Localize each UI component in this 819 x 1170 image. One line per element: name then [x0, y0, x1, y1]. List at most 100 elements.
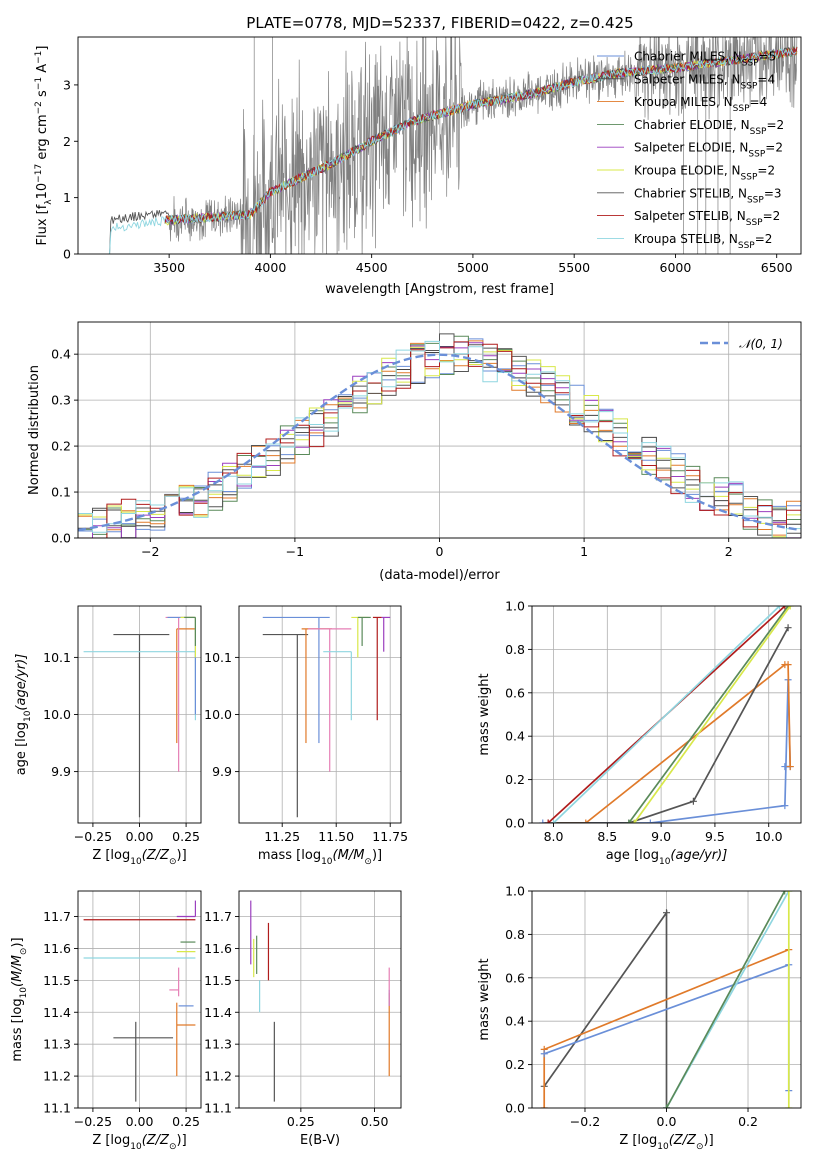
cum_age-point-marker — [775, 606, 783, 610]
cum_Z-point-marker — [540, 1104, 548, 1108]
age_mass-ytick-label: 10.0 — [204, 707, 232, 722]
mass_Z-ytick-label: 11.1 — [43, 1101, 71, 1116]
mass_ebv-ytick-label: 11.1 — [204, 1101, 232, 1116]
cum_age-xtick-label: 9.5 — [705, 829, 725, 844]
spectrum-xtick-label: 5500 — [558, 260, 590, 275]
spectrum-ytick-label: 3 — [63, 77, 71, 92]
age_Z-ytick-label: 10.1 — [43, 650, 71, 665]
spectrum-xtick-label: 4500 — [356, 260, 388, 275]
age-vs-metallicity-panel: −0.25 0.00 0.25 9.9 10.0 10.1 Z [log10(Z/Z⊙)] a… — [14, 605, 202, 867]
residual-xlabel: (data-model)/error — [379, 568, 500, 583]
age_mass-ytick-label: 10.1 — [204, 650, 232, 665]
age_Z-xtick-label: −0.25 — [74, 829, 112, 844]
cum_age-series-line — [548, 627, 789, 823]
cum_Z-point-marker — [540, 1050, 548, 1058]
mass_Z-xtick-label: 0.00 — [126, 1114, 154, 1129]
residuals-xtick-label: 2 — [725, 544, 733, 559]
age_mass-ytick-label: 9.9 — [212, 764, 232, 779]
residuals-xtick-label: 1 — [580, 544, 588, 559]
residual-histogram-panel: −2 −1 0 1 2 0.0 0.1 0.2 0.3 0.4 𝒩(0, 1) (data-model… — [27, 321, 802, 583]
mass_ebv-ytick-label: 11.2 — [204, 1069, 232, 1084]
mass_ebv-xlabel: E(B-V) — [300, 1133, 340, 1148]
spectrum-ytick-label: 2 — [63, 134, 71, 149]
age_Z-marks — [83, 616, 197, 818]
spectrum-xtick-label: 3500 — [153, 260, 185, 275]
cum_age-xtick-label: 8.0 — [544, 829, 564, 844]
cum_age-point-marker — [544, 819, 552, 823]
residuals-marks — [78, 333, 801, 538]
spectrum-marks — [108, 37, 798, 254]
spectrum-xlabel: wavelength [Angstrom, rest frame] — [325, 282, 554, 297]
cum_age-point-marker — [781, 606, 789, 610]
age_Z-ytick-label: 10.0 — [43, 707, 71, 722]
cum_age-ytick-label: 0.2 — [505, 772, 525, 787]
cum_age-series-line — [633, 606, 791, 823]
age_mass-xtick-label: 11.75 — [372, 829, 408, 844]
cum_Z-xlabel: Z [log10(Z/Z⊙)] — [619, 1133, 713, 1152]
spectrum-legend-entry: Salpeter MILES, NSSP=4 — [634, 72, 775, 91]
cum_age-point-marker — [625, 819, 633, 823]
residuals-ytick-label: 0.4 — [51, 347, 71, 362]
spectrum-legend-entry: Kroupa STELIB, NSSP=2 — [634, 232, 772, 251]
cum_age-ytick-label: 1.0 — [505, 599, 525, 614]
mass_ebv-xtick-label: 0.50 — [361, 1114, 389, 1129]
spectrum-ytick-label: 0 — [63, 247, 71, 262]
residuals-xtick-label: −2 — [141, 544, 159, 559]
mass_ebv-plot-area — [239, 891, 401, 1108]
cum_age-point-marker — [784, 661, 792, 669]
spectrum-ytick-label: 1 — [63, 190, 71, 205]
cum_age-series-line — [628, 606, 789, 823]
mass_ebv-xtick-label: 0.25 — [287, 1114, 315, 1129]
cum_age-point-marker — [550, 819, 558, 823]
mass_ebv-ytick-label: 11.6 — [204, 941, 232, 956]
spectrum-legend-entry: Chabrier MILES, NSSP=5 — [634, 50, 776, 69]
residuals-ytick-label: 0.1 — [51, 485, 71, 500]
cum_Z-series-line — [665, 891, 786, 1108]
age_Z-ylabel: age [log10(age/yr)] — [14, 654, 33, 776]
age_Z-xtick-label: 0.00 — [126, 829, 154, 844]
mass-vs-metallicity-panel: −0.25 0.00 0.25 11.1 11.2 11.3 11.4 11.5 11.6 11.… — [10, 890, 202, 1152]
cum_age-marks — [539, 606, 794, 823]
mass_ebv-frame — [238, 890, 402, 1109]
spectrum-legend-entry: Salpeter ELODIE, NSSP=2 — [634, 141, 783, 160]
cum_age-ytick-label: 0.0 — [505, 816, 525, 831]
mass_ebv-ytick-label: 11.7 — [204, 909, 232, 924]
spectrum-ylabel: Flux [fλ10−17 erg cm−2 s−1 A−1] — [34, 46, 54, 246]
cum_age-point-marker — [781, 802, 789, 810]
age_mass-xtick-label: 11.25 — [264, 829, 300, 844]
spectrum-xtick-label: 4000 — [254, 260, 286, 275]
spectrum-legend-entry: Chabrier STELIB, NSSP=3 — [634, 186, 782, 205]
spectrum-legend-entry: Salpeter STELIB, NSSP=2 — [634, 209, 780, 228]
mass_ebv-ytick-label: 11.3 — [204, 1037, 232, 1052]
residuals-xtick-label: −1 — [286, 544, 304, 559]
mass_Z-ytick-label: 11.7 — [43, 909, 71, 924]
cum_Z-ytick-label: 0.0 — [505, 1101, 525, 1116]
spectrum-xtick-label: 6500 — [761, 260, 793, 275]
cum_Z-ytick-label: 0.2 — [505, 1057, 525, 1072]
mass_Z-xtick-label: −0.25 — [74, 1114, 112, 1129]
spectrum-xtick-label: 6000 — [660, 260, 692, 275]
cum_age-point-marker — [582, 819, 590, 823]
cum_age-xlabel: age [log10(age/yr)] — [606, 848, 728, 867]
cum_age-frame — [531, 605, 802, 824]
mass_Z-ytick-label: 11.3 — [43, 1037, 71, 1052]
mass_Z-ylabel: mass [log10(M/M⊙)] — [10, 937, 29, 1061]
cum_age-point-marker — [539, 819, 547, 823]
cum_age-xtick-label: 9.0 — [651, 829, 671, 844]
residual-histogram-step — [78, 346, 801, 538]
mass_ebv-ytick-label: 11.4 — [204, 1005, 232, 1020]
cum_Z-point-marker — [663, 909, 670, 917]
mass_Z-xtick-label: 0.25 — [172, 1114, 200, 1129]
cum_Z-ytick-label: 1.0 — [505, 884, 525, 899]
mass_ebv-marks — [250, 900, 390, 1102]
spectrum-legend-entry: Kroupa MILES, NSSP=4 — [634, 95, 767, 114]
cum_age-point-marker — [784, 624, 792, 632]
figure-title: PLATE=0778, MJD=52337, FIBERID=0422, z=0… — [246, 14, 633, 32]
residual-histogram-step — [78, 340, 801, 538]
age_mass-xtick-label: 11.50 — [318, 829, 354, 844]
residuals-ytick-label: 0.0 — [51, 531, 71, 546]
cum_age-series-line — [552, 606, 781, 823]
cum_Z-point-marker — [785, 891, 793, 895]
cum_Z-xtick-label: 0.0 — [657, 1114, 677, 1129]
